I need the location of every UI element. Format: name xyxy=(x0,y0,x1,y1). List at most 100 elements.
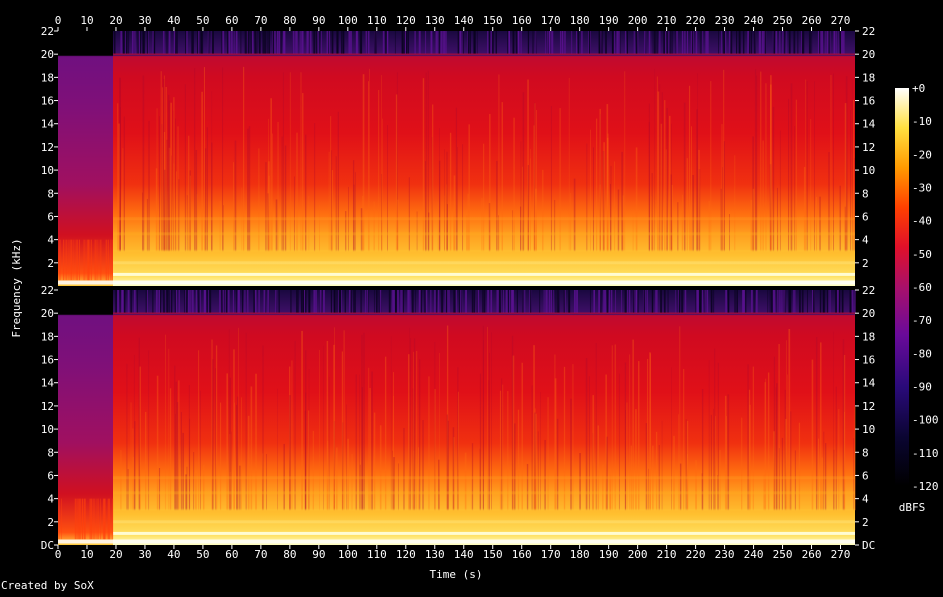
high-band-streak xyxy=(165,290,167,314)
energy-streak xyxy=(483,143,485,252)
energy-streak xyxy=(382,118,383,252)
energy-streak xyxy=(579,453,581,511)
high-band-streak xyxy=(487,31,489,55)
high-band-streak xyxy=(753,290,755,314)
x-tick-label-bottom: 20 xyxy=(109,548,122,561)
energy-streak xyxy=(851,79,853,252)
high-band-streak xyxy=(681,290,682,314)
intro-streak xyxy=(71,239,73,281)
high-band-streak xyxy=(250,31,253,55)
energy-streak xyxy=(599,184,601,252)
energy-streak xyxy=(323,345,324,511)
y-tick-label-right: 12 xyxy=(862,141,875,154)
high-band-streak xyxy=(176,31,178,55)
intro-streak xyxy=(107,498,109,540)
energy-streak xyxy=(597,425,600,511)
energy-streak xyxy=(607,137,609,252)
high-band-streak xyxy=(633,31,635,55)
energy-streak xyxy=(453,208,455,252)
energy-streak xyxy=(359,374,360,511)
energy-streak xyxy=(854,406,856,511)
energy-streak xyxy=(196,194,198,252)
y-tick-label-left: 2 xyxy=(47,516,54,529)
energy-streak xyxy=(803,166,806,252)
energy-streak xyxy=(554,354,556,511)
energy-streak xyxy=(790,83,793,252)
high-band-streak xyxy=(355,290,356,314)
high-band-streak xyxy=(772,31,775,55)
x-tick-label-top: 180 xyxy=(570,14,590,27)
high-band-streak xyxy=(761,31,764,55)
energy-streak xyxy=(243,66,245,252)
high-band-streak xyxy=(547,31,549,55)
energy-streak xyxy=(773,356,776,511)
harmonic-band xyxy=(113,249,856,253)
energy-streak xyxy=(814,81,815,252)
energy-streak xyxy=(333,344,335,511)
high-band-streak xyxy=(817,31,820,55)
high-band-streak xyxy=(300,290,303,314)
energy-streak xyxy=(724,395,727,511)
intro-streak xyxy=(91,498,93,540)
energy-streak xyxy=(384,356,387,511)
energy-streak xyxy=(347,438,349,511)
high-band-streak xyxy=(414,290,416,314)
high-band-streak xyxy=(437,290,440,314)
energy-streak xyxy=(453,175,456,252)
high-band-streak xyxy=(230,31,232,55)
high-band-streak xyxy=(576,31,577,55)
energy-streak xyxy=(853,99,855,252)
high-band-streak xyxy=(232,290,234,314)
energy-streak xyxy=(206,127,208,252)
energy-streak xyxy=(118,123,120,252)
energy-streak xyxy=(657,91,660,252)
energy-streak xyxy=(664,100,666,252)
high-band-streak xyxy=(228,31,231,55)
energy-streak xyxy=(267,193,269,252)
energy-streak xyxy=(345,211,347,252)
high-band-streak xyxy=(476,31,478,55)
energy-streak xyxy=(330,116,332,252)
energy-streak xyxy=(361,334,363,511)
energy-streak xyxy=(833,449,835,511)
high-band-streak xyxy=(624,290,627,314)
energy-streak xyxy=(169,388,172,511)
energy-streak xyxy=(648,122,650,252)
energy-streak xyxy=(122,148,124,252)
energy-streak xyxy=(363,332,365,511)
high-band-streak xyxy=(617,31,619,55)
y-tick-label-left: DC xyxy=(41,539,54,552)
high-band-streak xyxy=(780,290,782,314)
intro-streak xyxy=(74,498,76,540)
energy-streak xyxy=(265,162,267,252)
high-band-streak xyxy=(195,290,198,314)
y-tick-label-left: 12 xyxy=(41,400,54,413)
high-band-streak xyxy=(424,290,427,314)
energy-streak xyxy=(416,350,418,511)
high-band-streak xyxy=(178,290,180,314)
energy-streak xyxy=(535,413,537,511)
energy-streak xyxy=(618,373,620,511)
high-band-streak xyxy=(374,31,376,55)
intro-streak xyxy=(79,498,81,540)
intro-streak xyxy=(112,498,114,540)
energy-streak xyxy=(729,214,730,252)
high-band-streak xyxy=(408,290,410,314)
high-band-streak xyxy=(462,31,464,55)
high-band-streak xyxy=(775,31,778,55)
energy-streak xyxy=(695,460,697,511)
energy-streak xyxy=(595,342,597,511)
high-band-streak xyxy=(793,31,796,55)
high-band-streak xyxy=(633,290,635,314)
energy-streak xyxy=(468,124,470,252)
high-band-streak xyxy=(290,290,292,314)
high-band-streak xyxy=(400,290,402,314)
intro-streak xyxy=(80,498,82,540)
energy-streak xyxy=(833,73,834,252)
energy-streak xyxy=(835,386,837,511)
energy-streak xyxy=(661,92,663,252)
high-band-streak xyxy=(550,31,552,55)
high-band-streak xyxy=(305,290,307,314)
intro-streak xyxy=(78,239,80,281)
x-tick-label-top: 70 xyxy=(254,14,267,27)
